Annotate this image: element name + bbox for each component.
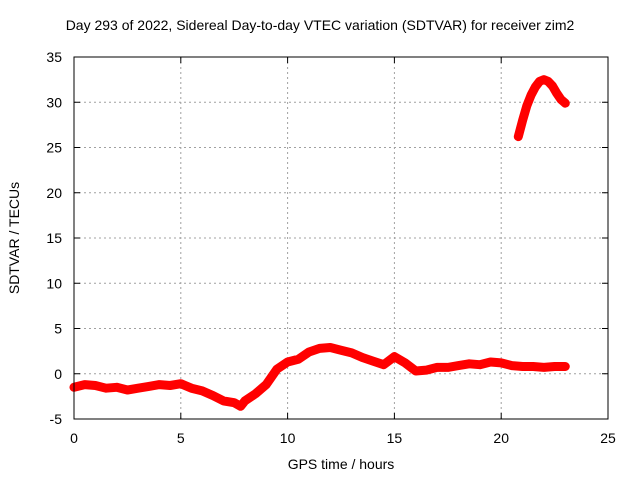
data-point — [283, 358, 292, 366]
x-tick-label: 0 — [70, 430, 78, 446]
series-line — [69, 343, 570, 411]
data-point — [422, 366, 431, 375]
data-point — [208, 391, 217, 400]
grid — [74, 57, 608, 419]
data-point — [411, 367, 420, 375]
data-point — [337, 346, 345, 355]
x-tick-label: 20 — [493, 430, 509, 446]
data-point — [262, 380, 271, 389]
data-point — [166, 381, 175, 390]
y-tick-label: 10 — [46, 275, 62, 291]
data-point — [198, 386, 207, 395]
x-axis-label: GPS time / hours — [287, 456, 395, 472]
data-point — [102, 384, 110, 393]
data-point — [433, 363, 442, 372]
data-point — [497, 358, 506, 367]
data-point — [294, 355, 303, 364]
data-point — [548, 82, 557, 90]
data-point — [550, 362, 559, 371]
y-tick-label: -5 — [50, 411, 63, 427]
x-tick-label: 10 — [280, 430, 296, 446]
data-point — [230, 398, 239, 407]
y-tick-label: 0 — [54, 366, 62, 382]
data-point — [486, 358, 495, 366]
data-point — [552, 89, 561, 98]
data-point — [465, 359, 474, 368]
data-point — [522, 101, 531, 110]
data-point — [315, 344, 324, 353]
data-point — [347, 348, 356, 357]
x-tick-label: 15 — [387, 430, 403, 446]
data-point — [240, 396, 249, 405]
data-point — [305, 348, 313, 356]
data-point — [187, 384, 196, 393]
y-tick-label: 5 — [54, 321, 62, 337]
y-tick-label: 20 — [46, 185, 62, 201]
ticks: 0 5 10 15 20 25 -5 0 5 10 15 20 25 30 35 — [46, 49, 616, 446]
x-tick-label: 25 — [600, 430, 616, 446]
y-tick-label: 15 — [46, 230, 62, 246]
data-point — [80, 380, 89, 389]
data-point — [475, 360, 484, 369]
data-point — [326, 343, 335, 352]
y-tick-label: 30 — [46, 94, 62, 110]
data-point — [91, 381, 100, 390]
data-point — [176, 379, 185, 388]
data-point — [514, 132, 523, 141]
data-point — [219, 396, 228, 405]
x-tick-label: 5 — [177, 430, 185, 446]
data-point — [539, 363, 548, 372]
data-point — [390, 352, 399, 361]
data-point — [134, 384, 143, 393]
data-point — [561, 99, 570, 108]
data-point — [527, 91, 536, 99]
data-point — [272, 365, 281, 374]
chart-title: Day 293 of 2022, Sidereal Day-to-day VTE… — [65, 17, 575, 33]
y-tick-label: 25 — [46, 140, 62, 156]
data-point — [518, 116, 527, 125]
data-point — [236, 402, 245, 411]
data-point — [561, 362, 570, 371]
data-point — [144, 382, 153, 391]
data-point — [531, 82, 540, 91]
data-point — [155, 380, 164, 389]
data-point — [369, 357, 377, 366]
data-point — [507, 361, 516, 370]
series-layer — [69, 75, 570, 411]
data-point — [112, 383, 121, 392]
data-point — [529, 362, 538, 371]
data-point — [123, 386, 132, 394]
data-point — [454, 361, 463, 370]
data-point — [358, 353, 367, 362]
y-tick-label: 35 — [46, 49, 62, 65]
data-point — [518, 362, 527, 371]
data-point — [379, 360, 388, 369]
data-point — [443, 363, 452, 372]
data-point — [251, 389, 260, 398]
y-axis-label: SDTVAR / TECUs — [6, 181, 22, 295]
data-point — [401, 358, 410, 367]
